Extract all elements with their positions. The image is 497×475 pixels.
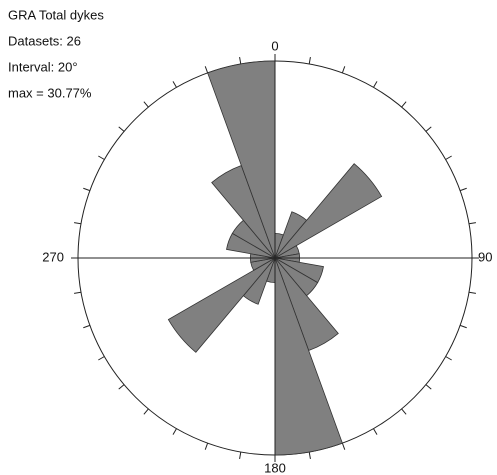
angle-label: 270	[42, 249, 64, 264]
info-line: Interval: 20°	[8, 59, 78, 74]
circle-tick	[425, 126, 432, 132]
circle-tick	[459, 187, 467, 192]
circle-tick	[239, 451, 242, 459]
circle-tick	[98, 155, 105, 160]
circle-tick	[172, 428, 177, 435]
circle-tick	[83, 187, 91, 192]
circle-tick	[239, 57, 242, 65]
circle-tick	[468, 291, 476, 294]
circle-tick	[373, 81, 378, 88]
circle-tick	[118, 126, 125, 132]
circle-tick	[143, 408, 149, 415]
circle-tick	[204, 442, 209, 450]
circle-tick	[401, 408, 407, 415]
circle-tick	[425, 384, 432, 390]
circle-tick	[308, 451, 311, 459]
circle-tick	[308, 57, 311, 65]
circle-tick	[118, 384, 125, 390]
circle-tick	[98, 356, 105, 361]
circle-tick	[143, 101, 149, 108]
circle-tick	[83, 324, 91, 329]
chart-title: GRA Total dykes	[8, 7, 104, 22]
circle-tick	[373, 428, 378, 435]
info-line: max = 30.77%	[8, 85, 92, 100]
circle-tick	[172, 81, 177, 88]
circle-tick	[74, 291, 82, 294]
angle-label: 180	[264, 460, 286, 475]
circle-tick	[401, 101, 407, 108]
angle-label: 0	[271, 38, 278, 53]
circle-tick	[445, 155, 452, 160]
circle-tick	[341, 442, 346, 450]
circle-tick	[341, 66, 346, 74]
petal	[274, 163, 383, 259]
circle-tick	[445, 356, 452, 361]
circle-tick	[468, 222, 476, 225]
circle-tick	[459, 324, 467, 329]
petal	[167, 257, 276, 353]
circle-tick	[204, 66, 209, 74]
angle-label: 90	[478, 249, 492, 264]
circle-tick	[74, 222, 82, 225]
info-line: Datasets: 26	[8, 33, 81, 48]
